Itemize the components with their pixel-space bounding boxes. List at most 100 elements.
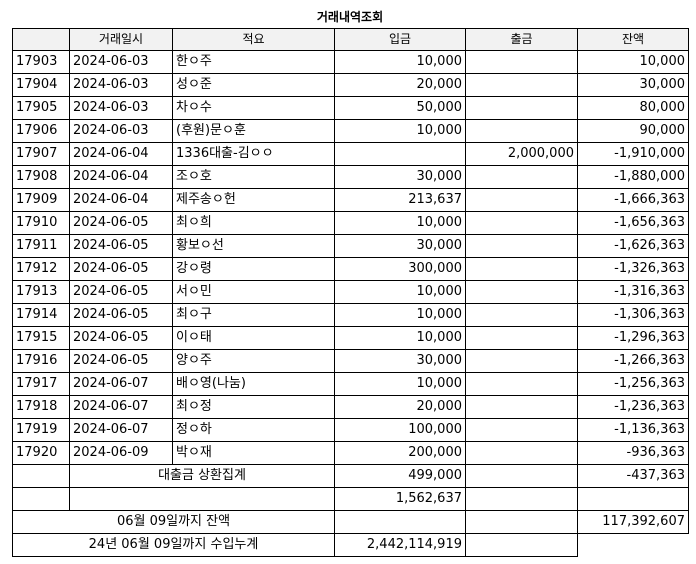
- row-date: 2024-06-03: [69, 50, 173, 74]
- table-row: 17913 2024-06-05 서ㅇ민 10,000 -1,316,363: [12, 280, 689, 304]
- row-deposit: 30,000: [334, 165, 466, 189]
- row-id: 17909: [12, 188, 70, 212]
- header-withdraw: 출금: [465, 28, 578, 51]
- table-row: 17903 2024-06-03 한ㅇ주 10,000 10,000: [12, 50, 689, 74]
- row-withdraw: [465, 188, 578, 212]
- row-balance: -1,326,363: [577, 257, 689, 281]
- row-description: 최ㅇ희: [172, 211, 335, 235]
- table-row: 17914 2024-06-05 최ㅇ구 10,000 -1,306,363: [12, 303, 689, 327]
- row-deposit: 30,000: [334, 349, 466, 373]
- table-row: 17911 2024-06-05 황보ㅇ선 30,000 -1,626,363: [12, 234, 689, 258]
- income-label: 24년 06월 09일까지 수입누계: [12, 533, 335, 557]
- row-balance: -936,363: [577, 441, 689, 465]
- row-deposit: 300,000: [334, 257, 466, 281]
- loan-summary-balance: -437,363: [577, 464, 689, 488]
- row-date: 2024-06-05: [69, 211, 173, 235]
- row-id: 17911: [12, 234, 70, 258]
- row-deposit: 50,000: [334, 96, 466, 120]
- header-balance: 잔액: [577, 28, 689, 51]
- subtotal-blank: [69, 487, 335, 511]
- row-description: 강ㅇ령: [172, 257, 335, 281]
- sheet-title: 거래내역조회: [316, 10, 384, 24]
- row-balance: 10,000: [577, 50, 689, 74]
- row-withdraw: [465, 119, 578, 143]
- subtotal-row: 1,562,637: [12, 487, 689, 511]
- row-description: 1336대출-김ㅇㅇ: [172, 142, 335, 166]
- row-deposit: 10,000: [334, 326, 466, 350]
- subtotal-value: 1,562,637: [334, 487, 466, 511]
- row-date: 2024-06-04: [69, 188, 173, 212]
- row-description: 정ㅇ하: [172, 418, 335, 442]
- row-deposit: 10,000: [334, 372, 466, 396]
- row-description: 이ㅇ태: [172, 326, 335, 350]
- row-description: 한ㅇ주: [172, 50, 335, 74]
- row-withdraw: [465, 280, 578, 304]
- row-id: 17905: [12, 96, 70, 120]
- balance-deposit-blank: [334, 510, 466, 534]
- row-date: 2024-06-03: [69, 96, 173, 120]
- row-balance: -1,266,363: [577, 349, 689, 373]
- table-row: 17904 2024-06-03 성ㅇ준 20,000 30,000: [12, 73, 689, 97]
- table-row: 17912 2024-06-05 강ㅇ령 300,000 -1,326,363: [12, 257, 689, 281]
- row-balance: -1,910,000: [577, 142, 689, 166]
- balance-withdraw-blank: [465, 510, 578, 534]
- row-description: 최ㅇ구: [172, 303, 335, 327]
- row-balance: 30,000: [577, 73, 689, 97]
- row-deposit: 200,000: [334, 441, 466, 465]
- row-description: 박ㅇ재: [172, 441, 335, 465]
- row-date: 2024-06-07: [69, 372, 173, 396]
- balance-row: 06월 09일까지 잔액 117,392,607: [12, 510, 689, 534]
- header-description: 적요: [172, 28, 335, 51]
- row-id: 17916: [12, 349, 70, 373]
- row-id: 17910: [12, 211, 70, 235]
- table-row: 17908 2024-06-04 조ㅇ호 30,000 -1,880,000: [12, 165, 689, 189]
- row-id: 17906: [12, 119, 70, 143]
- loan-summary-blank: [12, 464, 70, 488]
- row-id: 17919: [12, 418, 70, 442]
- header-row: 거래일시 적요 입금 출금 잔액: [12, 28, 689, 51]
- row-date: 2024-06-03: [69, 73, 173, 97]
- balance-label: 06월 09일까지 잔액: [12, 510, 335, 534]
- row-date: 2024-06-05: [69, 349, 173, 373]
- table-row: 17919 2024-06-07 정ㅇ하 100,000 -1,136,363: [12, 418, 689, 442]
- row-balance: -1,880,000: [577, 165, 689, 189]
- row-balance: -1,656,363: [577, 211, 689, 235]
- row-deposit: 10,000: [334, 50, 466, 74]
- table-row: 17918 2024-06-07 최ㅇ정 20,000 -1,236,363: [12, 395, 689, 419]
- row-deposit: 20,000: [334, 73, 466, 97]
- row-description: 황보ㅇ선: [172, 234, 335, 258]
- row-date: 2024-06-03: [69, 119, 173, 143]
- row-date: 2024-06-09: [69, 441, 173, 465]
- header-id: [12, 28, 70, 51]
- row-balance: -1,626,363: [577, 234, 689, 258]
- row-withdraw: 2,000,000: [465, 142, 578, 166]
- row-description: 성ㅇ준: [172, 73, 335, 97]
- table-row: 17915 2024-06-05 이ㅇ태 10,000 -1,296,363: [12, 326, 689, 350]
- row-id: 17914: [12, 303, 70, 327]
- row-balance: -1,236,363: [577, 395, 689, 419]
- row-description: 차ㅇ수: [172, 96, 335, 120]
- row-date: 2024-06-05: [69, 303, 173, 327]
- row-id: 17904: [12, 73, 70, 97]
- income-value: 2,442,114,919: [334, 533, 466, 557]
- row-deposit: 100,000: [334, 418, 466, 442]
- income-row: 24년 06월 09일까지 수입누계 2,442,114,919: [12, 533, 689, 557]
- row-balance: -1,136,363: [577, 418, 689, 442]
- row-date: 2024-06-05: [69, 257, 173, 281]
- row-balance: -1,296,363: [577, 326, 689, 350]
- row-balance: 90,000: [577, 119, 689, 143]
- row-balance: -1,306,363: [577, 303, 689, 327]
- income-withdraw-blank: [465, 533, 578, 557]
- row-date: 2024-06-05: [69, 280, 173, 304]
- header-date: 거래일시: [69, 28, 173, 51]
- row-withdraw: [465, 96, 578, 120]
- row-withdraw: [465, 211, 578, 235]
- transaction-rows: 17903 2024-06-03 한ㅇ주 10,000 10,000 17904 2024-…: [12, 50, 689, 465]
- row-withdraw: [465, 349, 578, 373]
- transaction-table: 거래일시 적요 입금 출금 잔액 17903 2024-06-03 한ㅇ주 10,00…: [12, 28, 689, 557]
- loan-summary-withdraw: [465, 464, 578, 488]
- row-date: 2024-06-05: [69, 234, 173, 258]
- row-id: 17903: [12, 50, 70, 74]
- row-id: 17918: [12, 395, 70, 419]
- row-deposit: 20,000: [334, 395, 466, 419]
